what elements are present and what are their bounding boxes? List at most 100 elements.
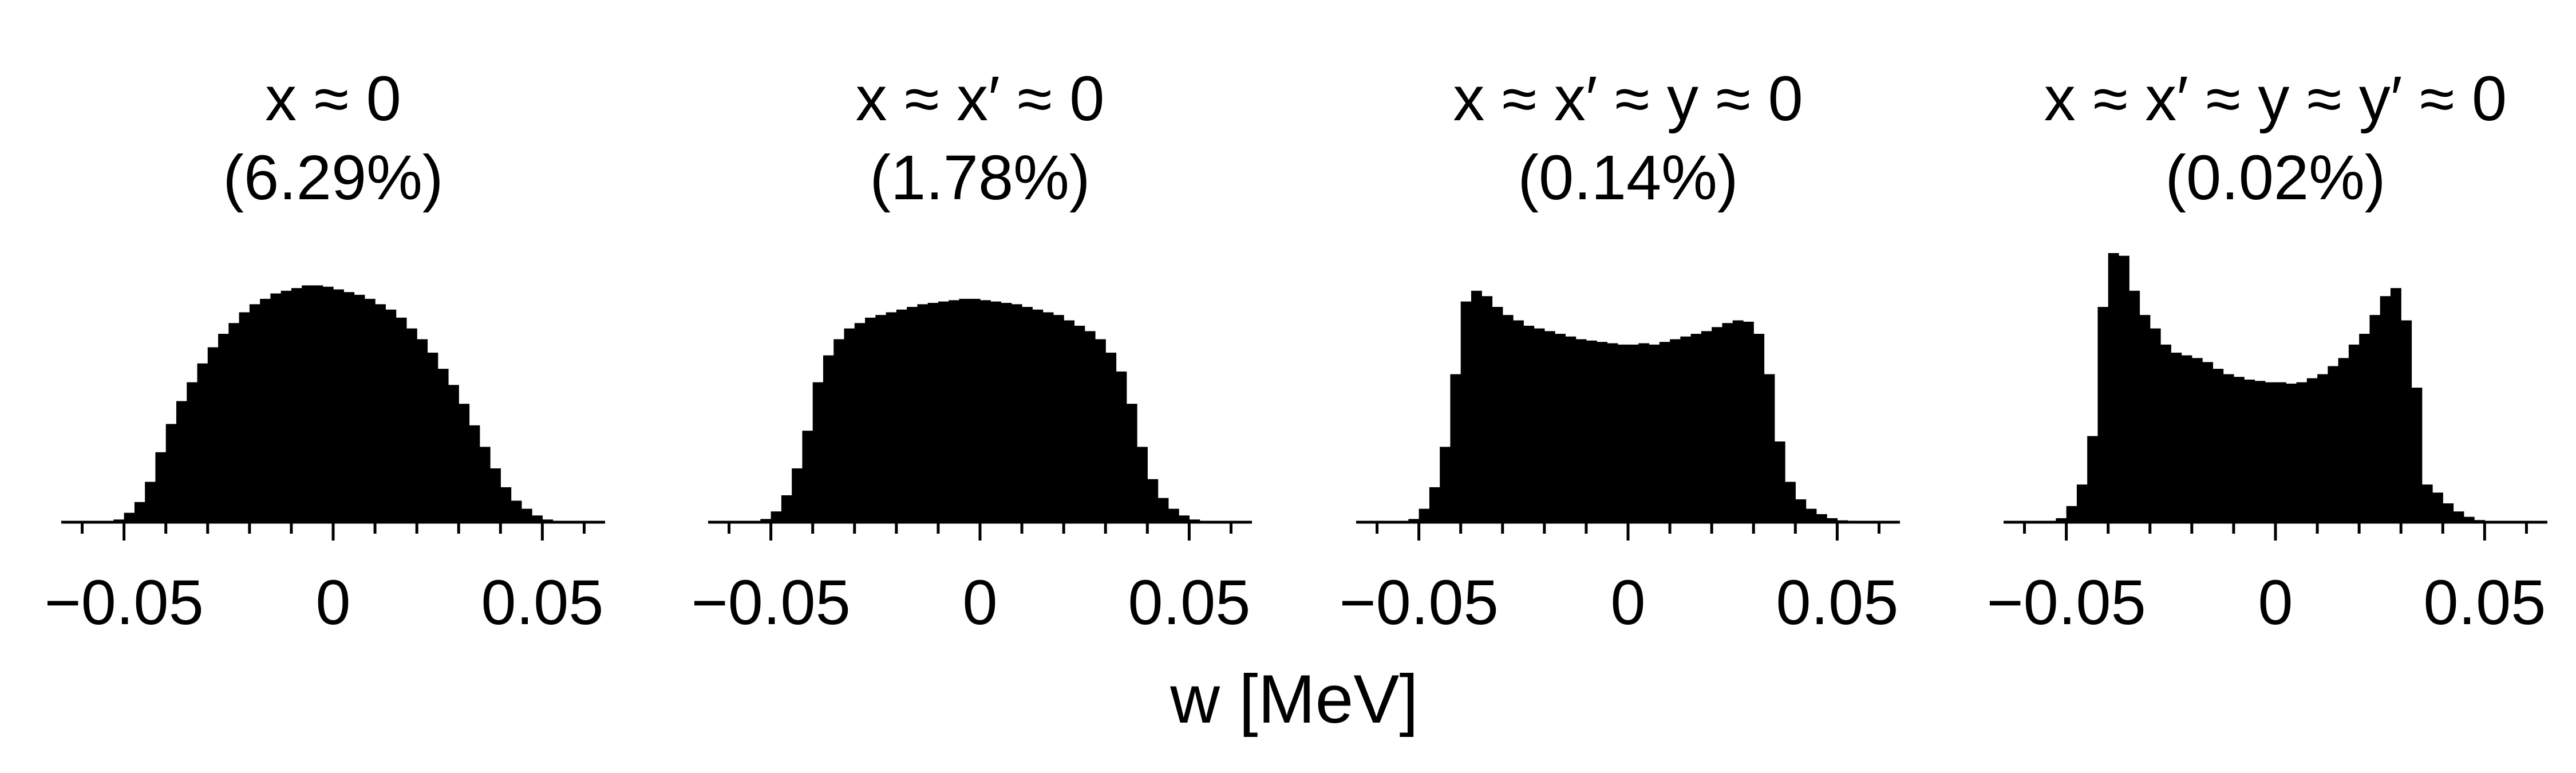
histogram-bar (1126, 404, 1137, 522)
histogram-panel-3: x ≈ x′ ≈ y ≈ 0 (0.14%) −0.05 0 0.05 (1339, 64, 1900, 638)
histogram-bar (1659, 342, 1670, 522)
panel-subtitle: (0.14%) (1518, 143, 1738, 213)
histogram-bar (2421, 484, 2433, 522)
x-tick-label: 0 (1610, 567, 1645, 638)
histogram-bar (2202, 362, 2213, 522)
histogram-bar (1617, 344, 1629, 522)
x-tick-label: 0 (962, 567, 997, 638)
histogram-bar (1116, 371, 1127, 522)
histogram-bar (1032, 309, 1044, 522)
histogram-bar (917, 304, 929, 522)
histogram-bar (396, 317, 407, 522)
histogram-bar (1502, 315, 1514, 522)
histogram-bar (1774, 441, 1785, 522)
histogram-bar (2411, 388, 2423, 522)
histogram-bar (2233, 377, 2245, 522)
histogram-bar (2348, 344, 2360, 522)
x-tick-label: −0.05 (1986, 567, 2146, 638)
histogram-bar (2432, 492, 2443, 522)
histogram-bar (2286, 383, 2297, 522)
histogram-bar (1565, 336, 1577, 522)
histogram-bar (176, 401, 187, 522)
histogram-bar (1670, 339, 1681, 522)
histogram-bar (938, 301, 949, 522)
histogram-bar (155, 452, 167, 522)
histogram-bar (354, 294, 365, 522)
histogram-bar (291, 288, 302, 522)
panels-group: x ≈ 0 (6.29%) −0.05 0 0.05 x ≈ x′ ≈ 0 (1.78%) −… (44, 64, 2547, 638)
histogram-bar (949, 300, 960, 522)
histogram-bar (1753, 334, 1765, 522)
histogram-bar (1440, 447, 1451, 522)
x-tick-label: −0.05 (44, 567, 203, 638)
histogram-bar (2108, 253, 2119, 522)
histogram-bar (260, 298, 271, 522)
histogram-bar (1492, 307, 1503, 522)
histogram-bar (124, 512, 135, 522)
histogram-bar (1534, 328, 1545, 522)
histogram-bar (812, 382, 824, 522)
histogram-bar (865, 317, 876, 522)
histogram-bar (1680, 336, 1692, 522)
histogram-bar (2244, 379, 2255, 522)
histogram-bar (417, 339, 428, 522)
histogram-bar (1816, 514, 1827, 522)
histogram-bar (1722, 323, 1733, 522)
histogram-bar (375, 304, 386, 522)
histogram-bar (1690, 334, 1702, 522)
histogram-bar (833, 339, 845, 522)
histogram-bar (1732, 320, 1744, 522)
x-tick-label: −0.05 (691, 567, 850, 638)
histogram-bar (1022, 307, 1033, 522)
histogram-bar (1544, 331, 1555, 522)
histogram-bar (886, 312, 897, 522)
x-tick-label: 0.05 (2423, 567, 2546, 638)
panel-subtitle: (0.02%) (2165, 143, 2385, 213)
panel-subtitle: (6.29%) (223, 143, 443, 213)
histogram-bar (2118, 255, 2129, 522)
histogram-bar (2443, 503, 2454, 522)
histogram-bar (2171, 352, 2182, 522)
histogram-bar (134, 502, 145, 522)
histogram-bar (1147, 479, 1159, 522)
histogram-bar (1785, 482, 1796, 522)
histogram-bar (312, 285, 323, 522)
panel-title: x ≈ x′ ≈ 0 (856, 64, 1105, 134)
x-tick-label: 0.05 (481, 567, 603, 638)
histogram-bar (1638, 343, 1650, 522)
histogram-bar (1157, 498, 1169, 522)
histogram-bar (2097, 307, 2109, 522)
histogram-bar (333, 289, 344, 522)
histogram-bar (2463, 516, 2475, 522)
histogram-bar (1805, 508, 1817, 522)
histogram-bar (792, 468, 803, 522)
histogram-bar (2076, 484, 2088, 522)
histogram-bar (239, 312, 250, 522)
histogram-bar (1084, 331, 1096, 522)
histogram-bar (1001, 302, 1012, 522)
histogram-bar (1460, 301, 1472, 522)
histogram-bar (2369, 315, 2381, 522)
histogram-bar (406, 328, 417, 522)
x-tick-label: −0.05 (1339, 567, 1498, 638)
histogram-bar (1137, 447, 1148, 522)
histogram-bar (1011, 304, 1022, 522)
histogram-bar (990, 301, 1002, 522)
histogram-bar (980, 300, 991, 522)
histogram-bar (2087, 436, 2099, 522)
histogram-bar (781, 495, 792, 522)
histogram-bar (875, 315, 887, 522)
panel-title: x ≈ x′ ≈ y ≈ y′ ≈ 0 (2044, 64, 2507, 134)
histogram-bar (2212, 369, 2224, 522)
histogram-bar (2390, 288, 2401, 522)
histogram-bar (1649, 344, 1660, 522)
histogram-bar (343, 292, 355, 522)
histogram-bar (2338, 358, 2349, 522)
histogram-bar (469, 425, 480, 522)
histogram-bar (1701, 331, 1712, 522)
histogram-bar (145, 482, 156, 522)
histogram-bar (1105, 352, 1117, 522)
histogram-bar (2306, 378, 2318, 522)
histogram-bar (1764, 374, 1775, 522)
histogram-bar (1827, 518, 1838, 522)
